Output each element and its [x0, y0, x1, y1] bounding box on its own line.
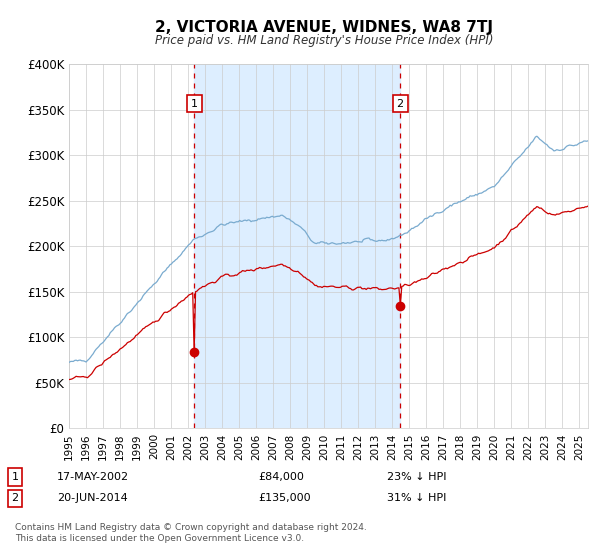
Bar — [194, 64, 400, 428]
Text: 17-MAY-2002: 17-MAY-2002 — [57, 472, 129, 482]
Text: 20-JUN-2014: 20-JUN-2014 — [57, 493, 128, 503]
Text: 1: 1 — [11, 472, 19, 482]
Text: 2: 2 — [397, 99, 404, 109]
Text: £135,000: £135,000 — [258, 493, 311, 503]
Text: £84,000: £84,000 — [258, 472, 304, 482]
Text: Contains HM Land Registry data © Crown copyright and database right 2024.
This d: Contains HM Land Registry data © Crown c… — [15, 524, 367, 543]
Text: 2, VICTORIA AVENUE, WIDNES, WA8 7TJ: 2, VICTORIA AVENUE, WIDNES, WA8 7TJ — [155, 20, 493, 35]
Text: Price paid vs. HM Land Registry's House Price Index (HPI): Price paid vs. HM Land Registry's House … — [155, 34, 493, 46]
Text: 1: 1 — [191, 99, 198, 109]
Text: 23% ↓ HPI: 23% ↓ HPI — [387, 472, 446, 482]
Text: 2: 2 — [11, 493, 19, 503]
Text: 31% ↓ HPI: 31% ↓ HPI — [387, 493, 446, 503]
